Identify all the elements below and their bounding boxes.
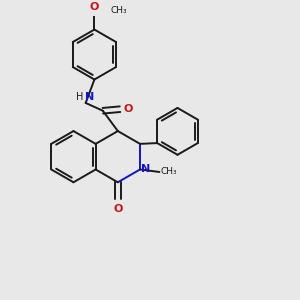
- Text: O: O: [113, 205, 122, 214]
- Text: N: N: [141, 164, 151, 175]
- Text: O: O: [90, 2, 99, 12]
- Text: N: N: [85, 92, 94, 102]
- Text: CH₃: CH₃: [110, 6, 127, 15]
- Text: O: O: [124, 104, 133, 114]
- Text: CH₃: CH₃: [160, 167, 177, 176]
- Text: H: H: [76, 92, 84, 102]
